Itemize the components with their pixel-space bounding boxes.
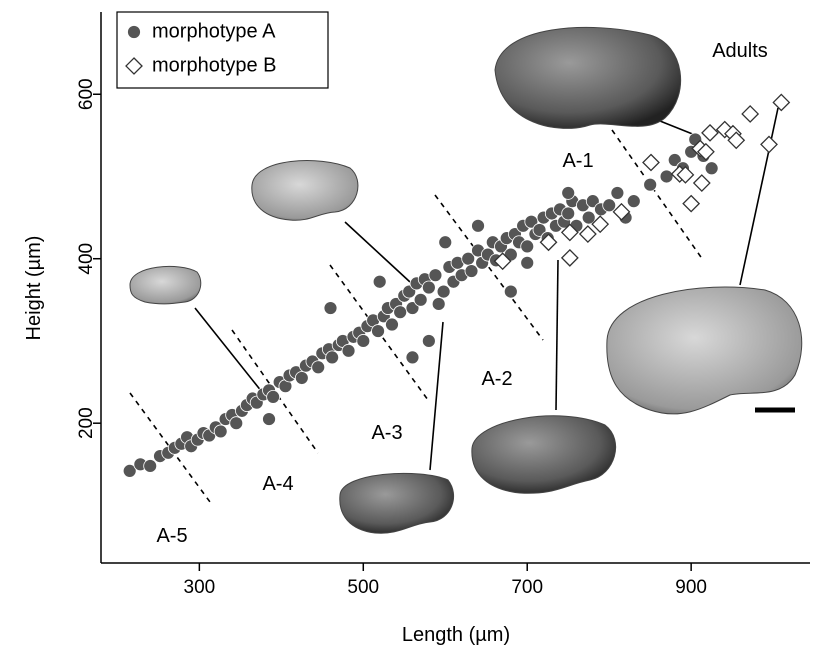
point xyxy=(578,225,597,243)
point xyxy=(393,305,408,320)
point xyxy=(143,459,158,473)
point xyxy=(704,161,719,176)
point xyxy=(585,194,600,209)
legend-label: morphotype A xyxy=(152,20,276,42)
point xyxy=(438,235,453,250)
point xyxy=(503,284,518,299)
point xyxy=(428,268,443,283)
legend-label: morphotype B xyxy=(152,54,277,76)
x-tick-label: 900 xyxy=(675,577,707,598)
point xyxy=(471,218,485,233)
point xyxy=(371,324,385,338)
point xyxy=(692,174,711,192)
point xyxy=(464,264,479,278)
point xyxy=(532,223,547,237)
point xyxy=(436,284,451,299)
point xyxy=(642,153,660,172)
annotation: Adults xyxy=(712,40,768,62)
point xyxy=(356,334,371,348)
plot xyxy=(122,93,791,478)
point xyxy=(772,93,791,112)
point xyxy=(493,252,512,271)
point xyxy=(421,334,436,348)
point xyxy=(341,343,356,358)
point xyxy=(643,177,658,192)
y-tick-label: 600 xyxy=(76,78,97,110)
point xyxy=(266,389,281,404)
point xyxy=(581,210,596,225)
point xyxy=(727,131,746,150)
x-tick-label: 700 xyxy=(511,577,543,598)
annotation: A-2 xyxy=(481,368,512,390)
point xyxy=(405,301,420,315)
y-tick-label: 400 xyxy=(76,243,97,275)
point xyxy=(311,360,326,375)
point xyxy=(539,233,558,252)
point xyxy=(421,280,436,295)
y-tick-label: 200 xyxy=(76,407,97,439)
annotation: A-5 xyxy=(156,525,187,547)
legend-box xyxy=(116,11,329,89)
point xyxy=(561,186,576,200)
point xyxy=(667,153,682,167)
point xyxy=(524,214,539,229)
legend: morphotype A morphotype B xyxy=(116,11,329,89)
annotation: A-3 xyxy=(371,422,402,444)
point xyxy=(213,424,228,439)
point xyxy=(294,371,309,385)
legend-marker xyxy=(125,57,143,75)
point xyxy=(659,169,674,184)
x-axis-label: Length (µm) xyxy=(402,624,510,646)
shell-images xyxy=(129,26,803,534)
y-axis-label: Height (µm) xyxy=(23,236,45,341)
point xyxy=(612,202,631,221)
point xyxy=(520,255,535,270)
point xyxy=(229,416,244,431)
point xyxy=(561,206,576,221)
point xyxy=(405,350,420,365)
point xyxy=(696,142,715,161)
point xyxy=(676,165,695,184)
point xyxy=(520,239,535,254)
point xyxy=(413,292,428,307)
point xyxy=(385,317,399,332)
annotation: A-1 xyxy=(562,150,593,172)
decoration xyxy=(129,129,704,503)
point xyxy=(626,194,641,209)
point xyxy=(372,274,387,289)
point xyxy=(602,198,617,213)
point xyxy=(431,297,446,311)
point xyxy=(325,350,340,365)
legend-marker xyxy=(127,25,141,39)
x-tick-label: 500 xyxy=(347,577,379,598)
point xyxy=(701,123,719,142)
point xyxy=(560,248,579,267)
decoration xyxy=(194,107,779,471)
point xyxy=(591,215,610,234)
point xyxy=(560,223,579,242)
x-tick-label: 300 xyxy=(184,577,216,598)
point xyxy=(323,301,338,315)
point xyxy=(610,186,625,200)
annotation: A-4 xyxy=(262,473,293,495)
point xyxy=(122,463,137,478)
point xyxy=(760,135,778,154)
point xyxy=(741,105,760,123)
point xyxy=(262,412,276,426)
point xyxy=(682,194,701,213)
